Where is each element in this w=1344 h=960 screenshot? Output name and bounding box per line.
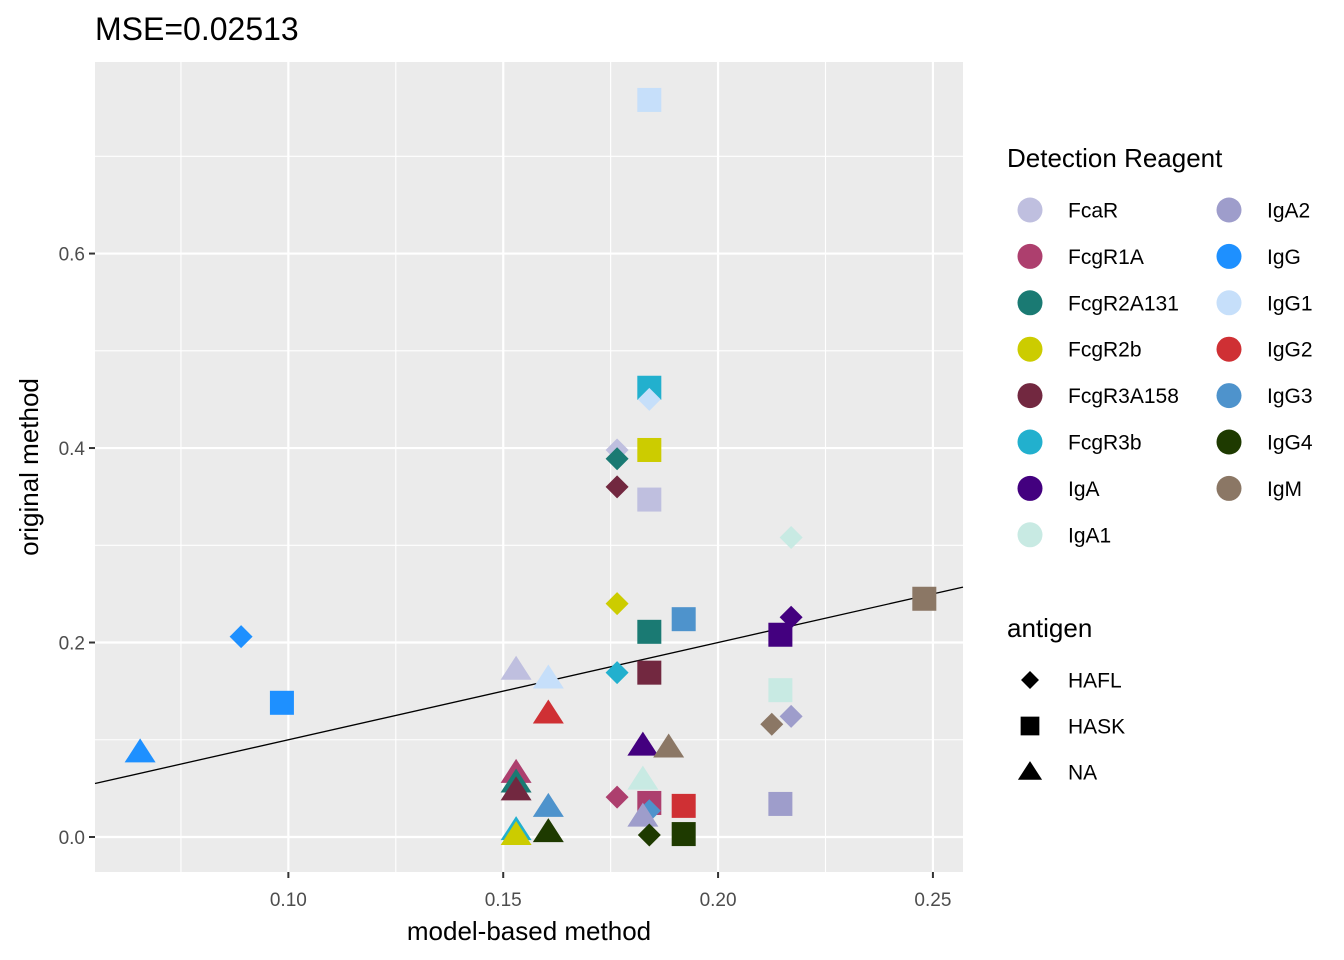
legend-color-label: FcgR1A [1068,246,1144,269]
x-tick-label: 0.20 [700,890,737,911]
y-tick-label: 0.0 [59,828,85,849]
legend-color-swatch [1216,290,1242,316]
x-axis-label: model-based method [407,916,651,946]
x-tick-label: 0.10 [270,890,307,911]
legend-color-swatch [1017,475,1043,501]
data-point [779,525,803,549]
legend-color-label: FcaR [1068,200,1118,223]
x-tick-label: 0.15 [485,890,522,911]
data-point [637,437,662,462]
data-point [605,475,629,499]
x-axis: 0.10 0.15 0.20 0.25 [270,872,951,911]
data-point [532,699,564,724]
legend-color-label: IgG2 [1267,339,1313,362]
data-point [627,802,659,827]
data-point [637,619,662,644]
data-point [768,622,793,647]
data-point [605,592,629,616]
legend-color-label: IgA2 [1267,200,1310,223]
plot-background [95,62,963,872]
data-point [605,447,629,471]
data-point [671,822,696,847]
legend-color-swatch [1017,197,1043,223]
data-point [760,712,784,736]
legend-color-label: IgM [1267,478,1302,501]
data-point [532,818,564,843]
data-point [637,660,662,685]
legend-color-swatch [1017,522,1043,548]
legend-color-swatch [1216,197,1242,223]
data-point [124,738,156,763]
legend-shape-swatch [1021,671,1039,689]
legend-color-swatch [1216,475,1242,501]
legend-color-label: IgG [1267,246,1301,269]
legend-color-swatch [1017,243,1043,269]
data-point [653,733,685,758]
legend-color-label: FcgR3b [1068,432,1142,455]
chart-title: MSE=0.02513 [95,11,299,47]
data-point [768,791,793,816]
shape-legend-title: antigen [1007,613,1092,643]
legend-color-label: IgG3 [1267,385,1313,408]
legend-color-label: FcgR3A158 [1068,385,1179,408]
y-tick-label: 0.4 [59,439,86,460]
legend-shape-swatch [1020,716,1040,736]
legend-color-swatch [1017,290,1043,316]
legend-color-label: IgA1 [1068,524,1111,547]
legend-color-label: IgA [1068,478,1100,501]
legend-color-swatch [1216,383,1242,409]
x-tick-label: 0.25 [914,890,951,911]
legend-color-swatch [1216,336,1242,362]
data-point [500,821,532,846]
plot-panel [94,62,964,872]
data-point [605,661,629,685]
data-point [671,607,696,632]
legend-shape-label: HAFL [1068,670,1122,693]
y-tick-label: 0.2 [59,634,85,655]
shape-legend: antigen HAFL HASK NA [1007,613,1125,785]
data-point [269,690,294,715]
data-point [532,664,564,689]
data-point [671,793,696,818]
data-point [605,785,629,809]
grid-minor [95,62,963,872]
legend-color-swatch [1216,429,1242,455]
legend-color-swatch [1216,243,1242,269]
legend-color-swatch [1017,336,1043,362]
legend-color-label: IgG1 [1267,292,1313,315]
data-point [532,792,564,817]
color-legend-title: Detection Reagent [1007,143,1223,173]
data-point [637,387,661,411]
y-axis: 0.0 0.2 0.4 0.6 [59,245,95,849]
legend-color-swatch [1017,429,1043,455]
data-point [912,586,937,611]
legend-color-label: FcgR2b [1068,339,1142,362]
data-point [627,765,659,790]
data-point [637,823,661,847]
legend-shape-swatch [1017,761,1043,780]
data-point [768,678,793,703]
y-axis-label: original method [14,378,44,556]
legend-color-swatch [1017,383,1043,409]
legend-shape-label: HASK [1068,716,1125,739]
y-tick-label: 0.6 [59,245,85,266]
data-point [229,625,253,649]
legend-color-label: FcgR2A131 [1068,292,1179,315]
legend-shape-label: NA [1068,762,1097,785]
data-point [637,87,662,112]
data-point [637,487,662,512]
color-legend: Detection Reagent FcaR FcgR1A FcgR2A131 Fcg… [1007,143,1313,548]
data-points [124,87,937,847]
identity-line [94,586,964,785]
data-point [779,704,803,728]
data-point [500,776,532,801]
data-point [500,655,532,680]
data-point [627,731,659,756]
legend-color-label: IgG4 [1267,432,1313,455]
